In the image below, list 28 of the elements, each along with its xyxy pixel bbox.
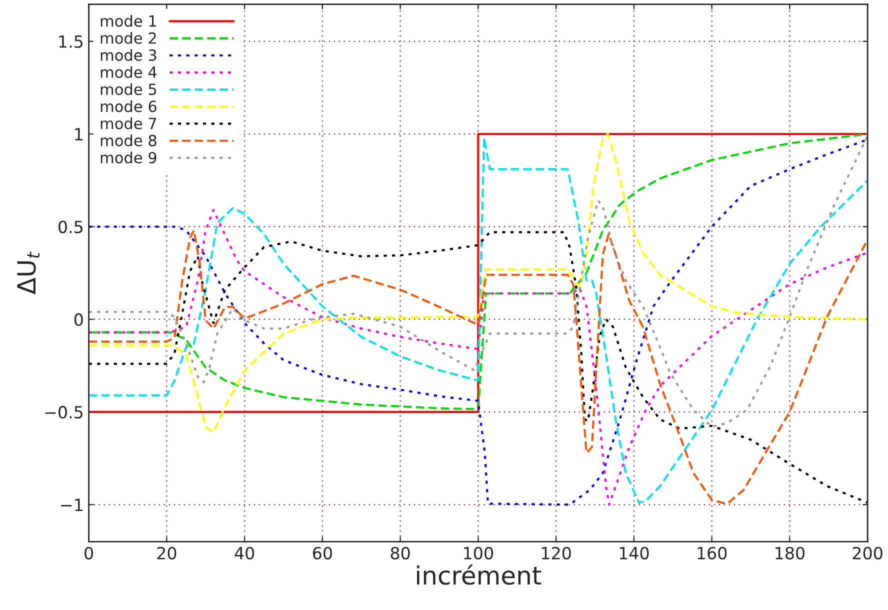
- legend-label: mode 8: [100, 134, 156, 146]
- x-tick-label: 160: [698, 546, 727, 560]
- x-tick-label: 80: [390, 546, 410, 560]
- legend-label: mode 5: [100, 83, 156, 96]
- legend-label: mode 7: [100, 117, 156, 130]
- x-tick-label: 100: [464, 546, 493, 560]
- legend-label: mode 9: [100, 152, 156, 164]
- x-tick-label: 0: [84, 546, 93, 560]
- legend-label: mode 2: [100, 32, 156, 44]
- y-tick-label: −0.5: [45, 406, 82, 419]
- x-tick-label: 200: [852, 546, 882, 560]
- legend-label: mode 1: [100, 14, 156, 27]
- legend-label: mode 3: [100, 49, 156, 61]
- y-tick-label: −1: [61, 498, 82, 511]
- y-tick-label: 0: [74, 313, 83, 326]
- y-axis-title: ΔU$_{t}$: [17, 252, 40, 294]
- y-tick-label: 1: [75, 128, 82, 140]
- legend-label: mode 6: [100, 100, 156, 112]
- x-tick-label: 120: [542, 546, 571, 560]
- x-axis-title: incrément: [417, 564, 542, 585]
- x-tick-label: 140: [620, 546, 649, 560]
- y-tick-label: 0.5: [58, 220, 82, 234]
- x-tick-label: 40: [234, 546, 254, 560]
- x-tick-label: 20: [157, 546, 176, 560]
- x-tick-label: 60: [312, 546, 332, 560]
- y-tick-label: 1.5: [59, 36, 82, 48]
- x-tick-label: 180: [776, 546, 804, 560]
- legend-label: mode 4: [100, 66, 157, 78]
